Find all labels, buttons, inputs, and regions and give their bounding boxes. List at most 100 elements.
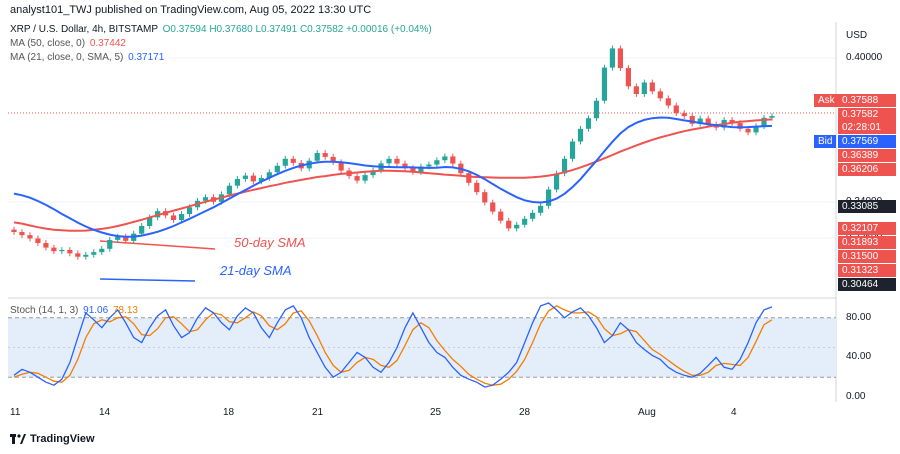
candle-body: [274, 165, 280, 173]
publish-header: analyst101_TWJ published on TradingView.…: [10, 4, 372, 16]
tradingview-footer[interactable]: TradingView: [10, 433, 95, 445]
candle-body: [769, 116, 775, 118]
candle-body: [530, 212, 536, 219]
price-tag: 0.31323: [838, 264, 896, 277]
candle-body: [569, 141, 576, 159]
tradingview-logo-icon: [10, 434, 26, 444]
candle-body: [123, 236, 129, 241]
candle-body: [226, 185, 233, 195]
candle-body: [178, 214, 185, 220]
candle-body: [538, 205, 544, 213]
candle-body: [490, 202, 496, 212]
candle-body: [705, 118, 711, 125]
candle-body: [330, 156, 336, 163]
date-tick-label: 21: [312, 407, 324, 418]
candle-body: [474, 182, 480, 193]
annotation-lines: [99, 240, 216, 282]
candle-body: [482, 192, 488, 203]
price-tag: 02:28:01: [838, 121, 896, 134]
price-tick-label: 0.40000: [846, 52, 883, 63]
candle-body: [649, 82, 655, 92]
date-tick-label: 11: [10, 407, 21, 418]
candle-body: [394, 158, 400, 164]
candle-body: [466, 173, 472, 183]
sma50-annotation: 50-day SMA: [234, 235, 306, 250]
candle-body: [665, 98, 671, 106]
candle-body: [418, 166, 424, 172]
candle-body: [681, 113, 687, 117]
ma21-line: [13, 116, 773, 238]
candle-body: [402, 163, 408, 169]
candle-body: [51, 247, 57, 252]
stoch-tick-label: 40.00: [846, 351, 872, 363]
candle-body: [729, 119, 735, 124]
symbol-name: XRP / U.S. Dollar, 4h, BITSTAMP: [10, 24, 158, 35]
candle-body: [75, 253, 81, 257]
candle-body: [434, 160, 440, 165]
ma21-label: MA (21, close, 0, SMA, 5): [10, 52, 124, 63]
bid-label: Bid: [814, 135, 837, 148]
candle-body: [689, 116, 695, 124]
price-grid: [8, 57, 836, 239]
date-tick-label: 25: [430, 407, 442, 418]
candle-body: [99, 248, 105, 253]
candle-body: [601, 67, 608, 101]
candle-body: [338, 162, 344, 171]
date-tick-label: 28: [519, 407, 531, 418]
candle-body: [258, 178, 264, 182]
stoch-tick-label: 80.00: [846, 311, 872, 323]
candle-body: [362, 175, 368, 181]
currency-label: USD: [846, 30, 868, 41]
candle-body: [290, 158, 296, 163]
sma21-annotation-line: [99, 278, 196, 282]
candle-body: [410, 168, 416, 172]
stoch-k-value: 91.06: [83, 305, 109, 316]
price-tag: 0.31893: [838, 236, 896, 249]
candle-body: [545, 189, 552, 206]
ma21-legend: MA (21, close, 0, SMA, 5) 0.37171: [10, 52, 164, 63]
candle-body: [242, 175, 248, 179]
candle-body: [202, 197, 209, 201]
candle-body: [59, 250, 65, 252]
candle-body: [609, 48, 616, 68]
candle-body: [673, 105, 679, 114]
ma50-legend: MA (50, close, 0) 0.37442: [10, 38, 126, 49]
moving-averages: [13, 116, 773, 238]
candle-body: [506, 220, 512, 229]
ask-label: Ask: [814, 94, 839, 107]
price-tag: 0.36389: [838, 149, 896, 162]
candle-body: [753, 126, 759, 133]
candle-body: [450, 156, 456, 164]
stoch-d-line: [13, 305, 773, 386]
candle-body: [737, 123, 743, 129]
candle-body: [426, 164, 432, 167]
ma21-value: 0.37171: [128, 52, 165, 63]
price-tag: 0.37588: [838, 94, 896, 107]
stoch-legend: Stoch (14, 1, 3) 91.06 78.13: [10, 305, 138, 316]
date-tick-label: Aug: [638, 407, 656, 418]
candle-body: [27, 235, 33, 239]
candle-body: [147, 217, 153, 226]
price-tag: 0.33085: [838, 200, 896, 213]
price-tag: 0.37569: [838, 135, 896, 148]
candle-body: [386, 158, 392, 164]
candle-body: [234, 178, 241, 186]
price-tag: 0.32107: [838, 222, 896, 235]
stoch-band: [8, 317, 836, 378]
stoch-d-value: 78.13: [112, 305, 138, 316]
stoch-tick-label: 0.00: [846, 391, 866, 403]
ma50-label: MA (50, close, 0): [10, 38, 86, 49]
candle-body: [67, 250, 73, 254]
candle-body: [107, 239, 113, 249]
candle-body: [91, 252, 97, 255]
ohlc-values: O0.37594 H0.37680 L0.37491 C0.37582 +0.0…: [162, 24, 432, 35]
tradingview-brand: TradingView: [30, 433, 95, 445]
sma50-annotation-line: [99, 240, 216, 250]
price-tag: 0.37582: [838, 108, 896, 121]
candle-body: [585, 118, 592, 129]
candle-body: [250, 175, 256, 182]
candle-body: [170, 215, 177, 220]
candle-body: [625, 68, 631, 87]
candle-body: [657, 91, 663, 99]
